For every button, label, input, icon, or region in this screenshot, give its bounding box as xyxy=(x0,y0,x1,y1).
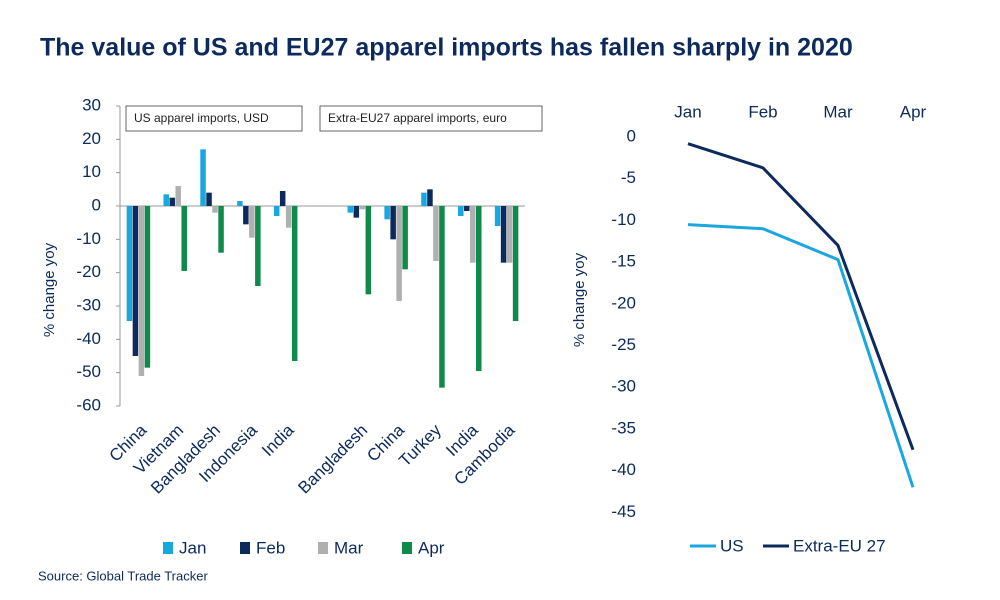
bar xyxy=(255,206,261,286)
bar xyxy=(212,206,218,213)
bar xyxy=(132,206,139,356)
bar xyxy=(512,206,519,321)
x-tick-label: Apr xyxy=(900,102,927,121)
y-tick-label: -30 xyxy=(76,295,101,314)
line xyxy=(687,142,915,451)
x-tick-label: India xyxy=(258,420,298,460)
y-tick-label: -10 xyxy=(611,210,636,229)
y-tick-label: 20 xyxy=(82,129,101,148)
y-tick-label: 30 xyxy=(82,95,101,114)
bar xyxy=(433,206,439,261)
y-tick-label: 0 xyxy=(92,195,101,214)
y-tick-label: 0 xyxy=(627,127,636,146)
legend-label: Feb xyxy=(256,538,285,557)
y-tick-label: -35 xyxy=(611,418,636,437)
annotation: US apparel imports, USD xyxy=(134,111,269,125)
y-axis-label: % change yoy xyxy=(571,252,588,347)
bar xyxy=(126,206,133,321)
annotation-box xyxy=(125,105,303,132)
y-tick-label: -60 xyxy=(76,395,101,414)
bar xyxy=(200,149,206,206)
x-tick-label: Jan xyxy=(674,102,701,121)
bar xyxy=(218,206,224,253)
y-tick-label: -5 xyxy=(621,168,636,187)
legend-swatch xyxy=(240,542,250,554)
y-tick-label: -10 xyxy=(76,229,101,248)
legend-label: US xyxy=(720,536,744,555)
bar xyxy=(470,206,476,263)
y-tick-label: -45 xyxy=(611,502,636,521)
y-tick-label: -30 xyxy=(611,377,636,396)
bar xyxy=(464,206,470,211)
bar xyxy=(138,206,145,376)
bar xyxy=(353,206,360,218)
bar xyxy=(390,206,396,240)
y-tick-label: -20 xyxy=(611,293,636,312)
bar xyxy=(365,206,372,295)
bar xyxy=(500,206,507,263)
bar xyxy=(359,206,366,210)
bar xyxy=(476,206,482,371)
bar xyxy=(237,201,243,206)
y-tick-label: -25 xyxy=(611,335,636,354)
bar xyxy=(243,206,249,225)
y-tick-label: -50 xyxy=(76,362,101,381)
legend-label: Extra-EU 27 xyxy=(793,536,886,555)
bar xyxy=(494,206,501,226)
bar xyxy=(144,206,151,368)
bar xyxy=(273,206,280,216)
bar xyxy=(347,206,354,213)
bar xyxy=(506,206,513,263)
bar xyxy=(384,206,390,220)
source: Source: Global Trade Tracker xyxy=(38,568,208,583)
y-tick-label: -20 xyxy=(76,262,101,281)
x-tick-label: Turkey xyxy=(395,420,445,470)
y-tick-label: 10 xyxy=(82,162,101,181)
annotation: Extra-EU27 apparel imports, euro xyxy=(328,111,507,125)
legend-label: Apr xyxy=(418,538,445,557)
bar xyxy=(169,197,175,206)
legend-label: Jan xyxy=(179,538,206,557)
x-tick-label: Bangladesh xyxy=(294,421,371,498)
bar xyxy=(402,206,408,270)
legend-swatch xyxy=(318,542,328,554)
x-tick-label: Mar xyxy=(823,102,853,121)
bar xyxy=(291,206,298,361)
bar xyxy=(181,206,187,271)
bar xyxy=(279,191,286,206)
annotation-box xyxy=(319,105,543,132)
legend-label: Mar xyxy=(334,538,364,557)
title: The value of US and EU27 apparel imports… xyxy=(40,34,853,62)
bar xyxy=(427,189,433,206)
bar xyxy=(396,206,402,301)
legend-swatch xyxy=(402,542,412,554)
line xyxy=(687,223,915,488)
y-tick-label: -40 xyxy=(611,460,636,479)
bar xyxy=(421,192,427,206)
y-tick-label: -40 xyxy=(76,329,101,348)
bar xyxy=(458,206,464,216)
bar xyxy=(249,206,255,238)
x-tick-label: Feb xyxy=(748,102,777,121)
bar xyxy=(206,192,212,206)
y-axis-label: % change yoy xyxy=(41,242,58,337)
bar xyxy=(439,206,445,388)
bar xyxy=(285,206,292,228)
legend-swatch xyxy=(163,542,173,554)
y-tick-label: -15 xyxy=(611,252,636,271)
bar xyxy=(163,194,169,206)
bar xyxy=(175,186,181,206)
